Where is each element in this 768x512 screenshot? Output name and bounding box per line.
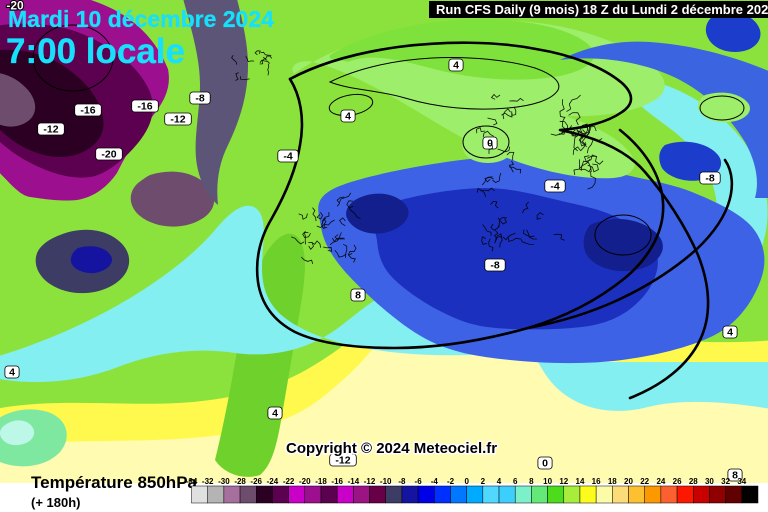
- svg-text:-4: -4: [550, 181, 559, 193]
- svg-text:-6: -6: [415, 477, 423, 486]
- svg-text:-28: -28: [234, 477, 246, 486]
- svg-text:14: 14: [576, 477, 585, 486]
- svg-text:4: 4: [272, 408, 278, 420]
- svg-text:Copyright © 2024 Meteociel.fr: Copyright © 2024 Meteociel.fr: [286, 440, 497, 457]
- svg-text:Mardi 10 décembre 2024: Mardi 10 décembre 2024: [8, 6, 274, 32]
- svg-text:8: 8: [355, 290, 361, 302]
- svg-text:-16: -16: [331, 477, 343, 486]
- svg-text:-18: -18: [315, 477, 327, 486]
- svg-text:30: 30: [705, 477, 714, 486]
- svg-text:-32: -32: [202, 477, 214, 486]
- svg-text:Run CFS Daily (9 mois) 18 Z du: Run CFS Daily (9 mois) 18 Z du Lundi 2 d…: [436, 2, 768, 17]
- svg-text:4: 4: [453, 60, 459, 72]
- svg-text:2: 2: [481, 477, 486, 486]
- svg-text:-26: -26: [250, 477, 262, 486]
- svg-text:(+ 180h): (+ 180h): [31, 495, 81, 510]
- svg-text:20: 20: [624, 477, 633, 486]
- svg-text:-16: -16: [80, 105, 95, 117]
- svg-text:0: 0: [542, 458, 548, 470]
- svg-text:10: 10: [543, 477, 552, 486]
- svg-text:16: 16: [592, 477, 601, 486]
- svg-text:12: 12: [559, 477, 568, 486]
- svg-text:-16: -16: [137, 101, 152, 113]
- svg-text:-4: -4: [283, 151, 292, 163]
- svg-text:-20: -20: [299, 477, 311, 486]
- svg-text:Température 850hPa: Température 850hPa: [31, 473, 198, 492]
- svg-text:4: 4: [9, 367, 15, 379]
- svg-text:6: 6: [513, 477, 518, 486]
- svg-text:24: 24: [656, 477, 665, 486]
- svg-text:-34: -34: [186, 477, 198, 486]
- svg-text:26: 26: [673, 477, 682, 486]
- svg-text:4: 4: [497, 477, 502, 486]
- svg-text:-20: -20: [101, 149, 116, 161]
- svg-text:-22: -22: [283, 477, 295, 486]
- svg-text:34: 34: [737, 477, 746, 486]
- svg-text:0: 0: [464, 477, 469, 486]
- svg-text:8: 8: [529, 477, 534, 486]
- svg-text:4: 4: [345, 111, 351, 123]
- svg-text:-12: -12: [364, 477, 376, 486]
- svg-text:7:00 locale: 7:00 locale: [6, 32, 185, 71]
- svg-text:-24: -24: [267, 477, 279, 486]
- svg-text:-10: -10: [380, 477, 392, 486]
- svg-text:-8: -8: [195, 93, 204, 105]
- svg-text:-30: -30: [218, 477, 230, 486]
- svg-text:18: 18: [608, 477, 617, 486]
- svg-text:-4: -4: [431, 477, 439, 486]
- svg-text:-12: -12: [170, 114, 185, 126]
- svg-text:-8: -8: [398, 477, 406, 486]
- svg-text:32: 32: [721, 477, 730, 486]
- svg-text:-14: -14: [348, 477, 360, 486]
- svg-text:22: 22: [640, 477, 649, 486]
- svg-text:-2: -2: [447, 477, 455, 486]
- svg-text:-8: -8: [490, 260, 499, 272]
- svg-text:-12: -12: [43, 124, 58, 136]
- svg-text:4: 4: [727, 327, 733, 339]
- svg-text:28: 28: [689, 477, 698, 486]
- svg-text:-8: -8: [705, 173, 714, 185]
